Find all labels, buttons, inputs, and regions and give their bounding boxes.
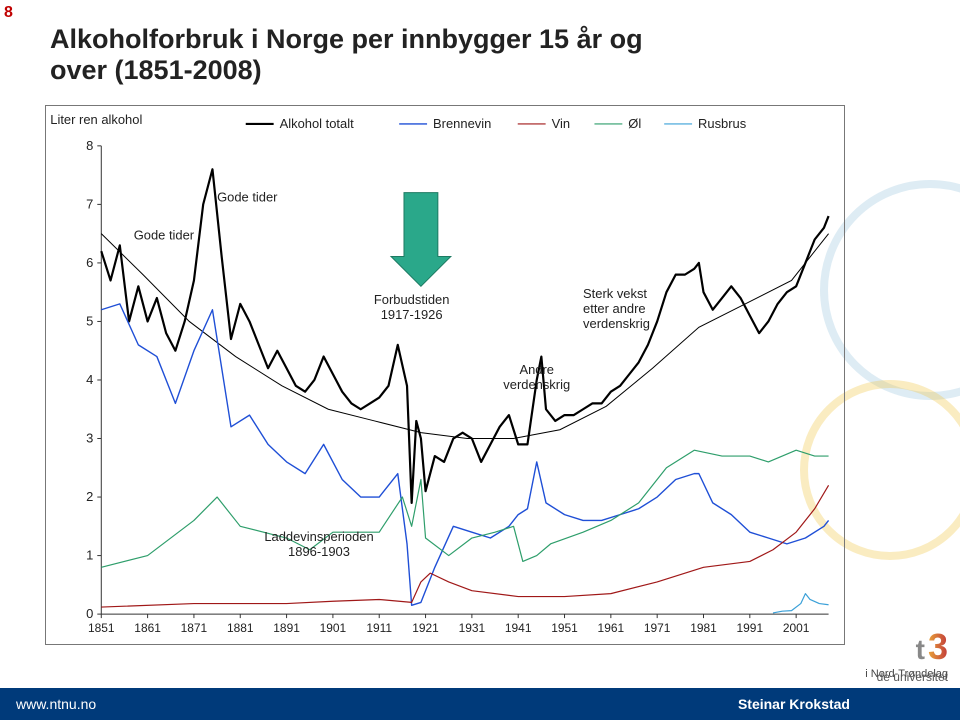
title-line-2: over (1851-2008): [50, 55, 262, 85]
svg-text:3: 3: [86, 430, 93, 445]
svg-text:1971: 1971: [644, 621, 671, 635]
svg-text:1881: 1881: [227, 621, 254, 635]
svg-text:Gode tider: Gode tider: [217, 189, 278, 204]
svg-text:1951: 1951: [551, 621, 578, 635]
svg-text:1861: 1861: [134, 621, 161, 635]
svg-text:2: 2: [86, 489, 93, 504]
svg-text:1961: 1961: [598, 621, 625, 635]
svg-text:1896-1903: 1896-1903: [288, 544, 350, 559]
svg-text:1901: 1901: [320, 621, 347, 635]
svg-text:0: 0: [86, 606, 93, 621]
svg-text:Rusbrus: Rusbrus: [698, 116, 746, 131]
svg-text:6: 6: [86, 255, 93, 270]
svg-text:7: 7: [86, 196, 93, 211]
svg-text:Sterk vekst: Sterk vekst: [583, 286, 647, 301]
svg-text:2001: 2001: [783, 621, 810, 635]
svg-text:1941: 1941: [505, 621, 532, 635]
page-title: Alkoholforbruk i Norge per innbygger 15 …: [50, 24, 643, 86]
svg-text:Gode tider: Gode tider: [134, 228, 195, 243]
svg-text:1991: 1991: [737, 621, 764, 635]
logo-big-digit: 3: [928, 626, 948, 668]
svg-text:Brennevin: Brennevin: [433, 116, 491, 131]
page-number: 8: [4, 4, 13, 22]
svg-text:1891: 1891: [273, 621, 300, 635]
svg-text:1981: 1981: [690, 621, 717, 635]
footer-url: www.ntnu.no: [16, 696, 96, 712]
svg-text:Laddevinsperioden: Laddevinsperioden: [264, 529, 373, 544]
svg-text:1917-1926: 1917-1926: [381, 307, 443, 322]
chart-container: 0 1 2 3 4 5 6 7 8 1851 1861 1871 1881 1891 1901 1911 192…: [45, 105, 845, 645]
title-line-1: Alkoholforbruk i Norge per innbygger 15 …: [50, 24, 643, 54]
university-text: de universitet: [877, 670, 948, 684]
svg-text:1851: 1851: [88, 621, 115, 635]
svg-text:4: 4: [86, 372, 93, 387]
svg-text:verdenskrig: verdenskrig: [503, 377, 570, 392]
svg-text:1: 1: [86, 548, 93, 563]
svg-text:Øl: Øl: [628, 116, 641, 131]
svg-text:verdenskrig: verdenskrig: [583, 316, 650, 331]
svg-text:1871: 1871: [181, 621, 208, 635]
footer-author: Steinar Krokstad: [738, 696, 850, 712]
svg-text:Vin: Vin: [552, 116, 570, 131]
logo-prefix: t: [916, 634, 925, 665]
svg-text:Andre: Andre: [519, 362, 554, 377]
line-chart: 0 1 2 3 4 5 6 7 8 1851 1861 1871 1881 1891 1901 1911 192…: [46, 106, 844, 644]
svg-text:5: 5: [86, 313, 93, 328]
svg-text:1921: 1921: [412, 621, 439, 635]
svg-text:Forbudstiden: Forbudstiden: [374, 292, 450, 307]
svg-text:1931: 1931: [459, 621, 486, 635]
svg-text:Liter ren alkohol: Liter ren alkohol: [50, 112, 142, 127]
svg-text:1911: 1911: [366, 621, 392, 635]
svg-text:etter andre: etter andre: [583, 301, 646, 316]
footer-bar: www.ntnu.no Steinar Krokstad: [0, 688, 960, 720]
svg-text:8: 8: [86, 138, 93, 153]
svg-text:Alkohol totalt: Alkohol totalt: [280, 116, 354, 131]
